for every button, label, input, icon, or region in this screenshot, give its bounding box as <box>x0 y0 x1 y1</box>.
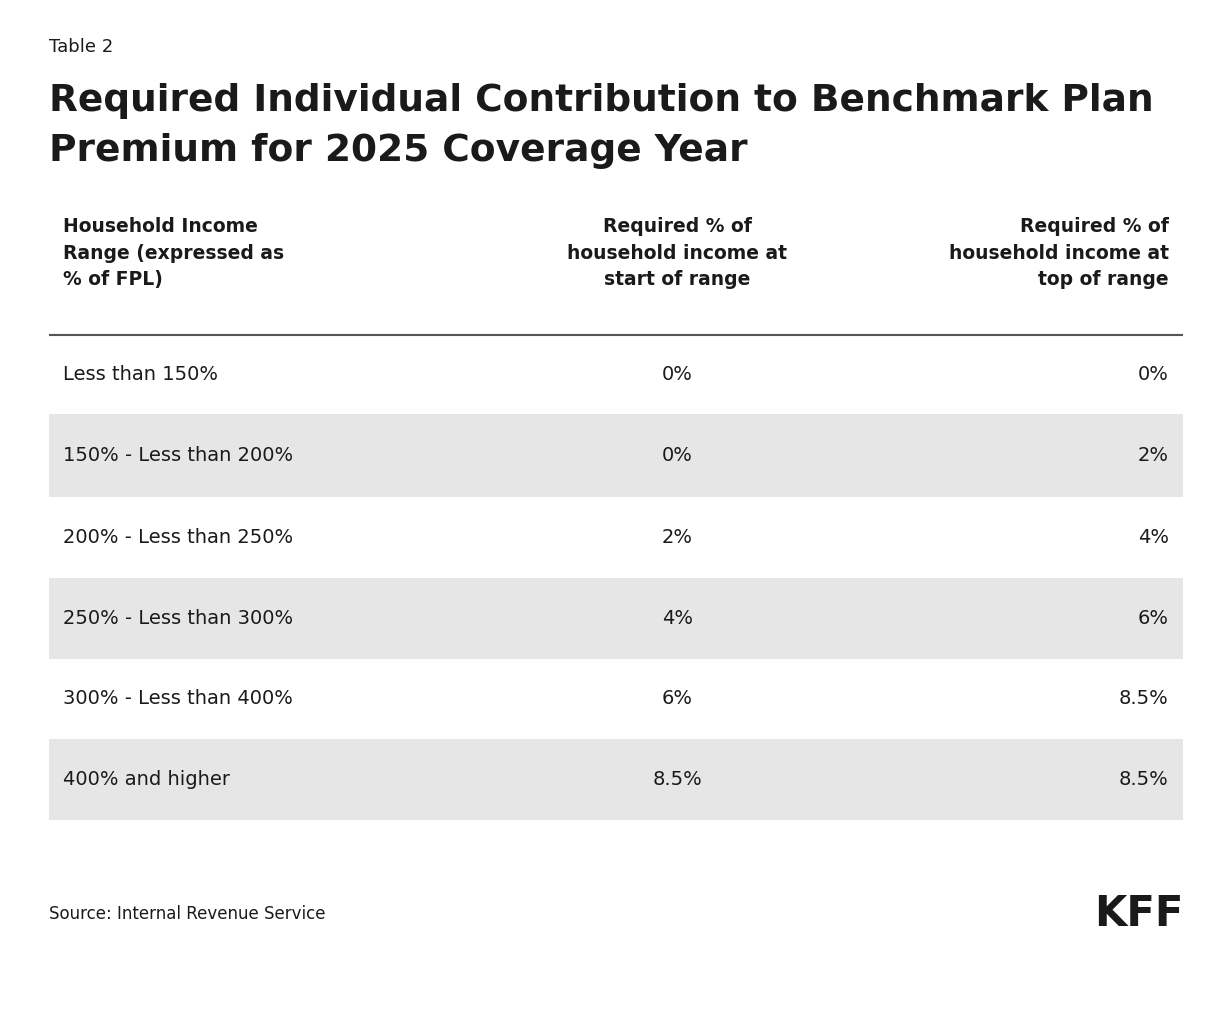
Text: 250% - Less than 300%: 250% - Less than 300% <box>63 609 294 627</box>
Bar <box>49 578 1183 659</box>
Text: 2%: 2% <box>661 528 693 546</box>
Text: 8.5%: 8.5% <box>1119 771 1169 789</box>
Bar <box>49 414 1183 497</box>
Text: 200% - Less than 250%: 200% - Less than 250% <box>63 528 294 546</box>
Text: KFF: KFF <box>1094 893 1183 935</box>
Bar <box>49 335 1183 414</box>
Text: 4%: 4% <box>1138 528 1169 546</box>
Text: Required Individual Contribution to Benchmark Plan: Required Individual Contribution to Benc… <box>49 83 1153 119</box>
Text: Household Income
Range (expressed as
% of FPL): Household Income Range (expressed as % o… <box>63 217 284 289</box>
Text: Source: Internal Revenue Service: Source: Internal Revenue Service <box>49 905 326 923</box>
Text: 300% - Less than 400%: 300% - Less than 400% <box>63 690 293 708</box>
Text: 0%: 0% <box>1138 366 1169 384</box>
Text: 4%: 4% <box>661 609 693 627</box>
Bar <box>49 739 1183 820</box>
Text: 6%: 6% <box>1138 609 1169 627</box>
Text: 2%: 2% <box>1138 446 1169 465</box>
Text: Required % of
household income at
top of range: Required % of household income at top of… <box>949 217 1169 289</box>
Text: 0%: 0% <box>661 366 693 384</box>
Text: Table 2: Table 2 <box>49 38 113 57</box>
Text: 6%: 6% <box>661 690 693 708</box>
Bar <box>49 659 1183 739</box>
Text: 0%: 0% <box>661 446 693 465</box>
Text: Premium for 2025 Coverage Year: Premium for 2025 Coverage Year <box>49 133 748 170</box>
Text: Less than 150%: Less than 150% <box>63 366 218 384</box>
Text: 400% and higher: 400% and higher <box>63 771 231 789</box>
Text: 8.5%: 8.5% <box>653 771 702 789</box>
Text: 8.5%: 8.5% <box>1119 690 1169 708</box>
Text: Required % of
household income at
start of range: Required % of household income at start … <box>567 217 787 289</box>
Text: 150% - Less than 200%: 150% - Less than 200% <box>63 446 294 465</box>
Bar <box>49 497 1183 578</box>
